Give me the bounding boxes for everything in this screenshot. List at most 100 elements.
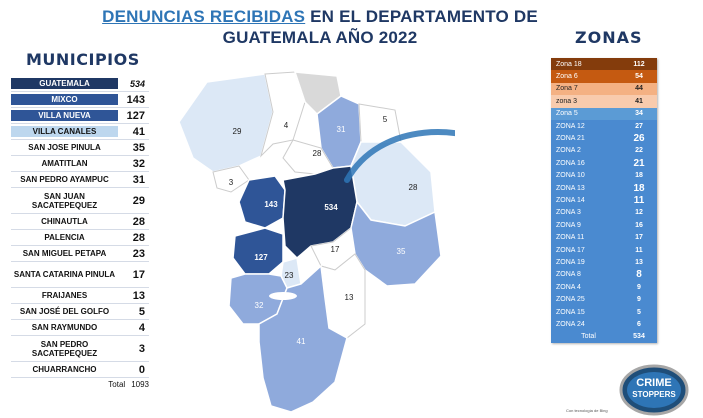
- zona-row: Zona 18 112: [551, 58, 657, 71]
- municipio-row: SAN PEDRO SACATEPEQUEZ 3: [11, 336, 149, 362]
- municipio-name: SANTA CATARINA PINULA: [13, 270, 116, 279]
- zona-value: 34: [635, 110, 643, 118]
- municipio-name: VILLA NUEVA: [11, 110, 118, 121]
- zona-value: 54: [635, 73, 643, 81]
- municipio-name: FRAIJANES: [41, 291, 88, 300]
- municipio-row: SAN JOSE PINULA 35: [11, 140, 149, 156]
- municipio-value: 143: [126, 93, 145, 106]
- municipio-name: CHUARRANCHO: [32, 365, 97, 374]
- zona-row: ZONA 15 5: [551, 305, 657, 319]
- municipio-name: SAN JOSÉ DEL GOLFO: [19, 307, 110, 316]
- map-label-san-raymundo: 4: [284, 121, 289, 130]
- zona-name: ZONA 16: [556, 159, 585, 167]
- zona-name: Zona 6: [556, 73, 578, 81]
- municipio-name: GUATEMALA: [11, 78, 118, 89]
- map-label-guatemala: 534: [324, 203, 338, 212]
- municipio-row: MIXCO 143: [11, 92, 149, 108]
- zona-row: ZONA 25 9: [551, 293, 657, 306]
- region-villa-canales: [258, 264, 348, 413]
- lake-amatitlan: [269, 292, 297, 300]
- zona-name: ZONA 13: [556, 184, 585, 192]
- total-value: 1093: [131, 380, 149, 389]
- municipios-header: MUNICIPIOS: [26, 50, 140, 69]
- zona-value: 13: [635, 258, 643, 266]
- zona-row: ZONA 3 12: [551, 206, 657, 220]
- zona-value: 12: [635, 209, 643, 217]
- zona-row: zona 3 41: [551, 95, 657, 108]
- zona-row: ZONA 17 11: [551, 243, 657, 257]
- zona-value: 22: [635, 147, 643, 155]
- zona-row: Zona 7 44: [551, 82, 657, 96]
- zona-value: 16: [635, 221, 643, 229]
- zona-row: ZONA 11 17: [551, 231, 657, 244]
- zonas-header: ZONAS: [575, 28, 643, 47]
- badge-line1: CRIME: [636, 377, 671, 389]
- zona-value: 6: [637, 320, 641, 328]
- map-label-villa-canales: 41: [297, 337, 306, 346]
- pointer-arrow: [344, 129, 455, 183]
- municipio-value: 17: [132, 268, 145, 281]
- municipio-name: VILLA CANALES: [11, 126, 118, 137]
- page-title: DENUNCIAS RECIBIDAS EN EL DEPARTAMENTO D…: [60, 6, 580, 48]
- zona-row: ZONA 24 6: [551, 318, 657, 331]
- municipio-name: MIXCO: [11, 94, 118, 105]
- region-villa-nueva: [232, 227, 284, 275]
- zona-row: Zona 6 54: [551, 70, 657, 83]
- municipio-row: GUATEMALA 534: [11, 76, 149, 92]
- municipio-name: SAN RAYMUNDO: [31, 323, 98, 332]
- zonas-table: Zona 18 112 Zona 6 54 Zona 7 44 zona 3 41 Zona 5…: [551, 58, 657, 343]
- zona-value: 17: [635, 234, 643, 242]
- zona-row: ZONA 16 21: [551, 157, 657, 170]
- municipio-value: 5: [138, 305, 145, 318]
- municipio-row: SAN JUAN SACATEPEQUEZ 29: [11, 188, 149, 214]
- municipio-value: 127: [126, 109, 145, 122]
- municipio-row: PALENCIA 28: [11, 230, 149, 246]
- municipio-row: SAN RAYMUNDO 4: [11, 320, 149, 336]
- zona-row: Total 534: [551, 330, 657, 343]
- map-label-san-jose-pinula: 35: [397, 247, 406, 256]
- zona-row: ZONA 14 11: [551, 194, 657, 207]
- zona-value: 11: [635, 246, 643, 254]
- zona-name: ZONA 3: [556, 209, 581, 217]
- municipio-value: 13: [132, 289, 145, 302]
- municipio-name: AMATITLAN: [41, 159, 88, 168]
- zona-name: ZONA 21: [556, 135, 585, 143]
- municipio-value: 28: [132, 231, 145, 244]
- map-label-fraijanes: 13: [345, 293, 354, 302]
- municipio-row: SAN JOSÉ DEL GOLFO 5: [11, 304, 149, 320]
- region-san-pedro-sac: [212, 165, 250, 193]
- zona-row: ZONA 12 27: [551, 119, 657, 133]
- zona-value: 9: [637, 283, 641, 291]
- municipio-row: AMATITLAN 32: [11, 156, 149, 172]
- municipio-name: SAN MIGUEL PETAPA: [22, 249, 107, 258]
- map-label-amatitlan: 32: [255, 301, 264, 310]
- municipio-name: SAN JUAN SACATEPEQUEZ: [31, 191, 98, 210]
- zona-name: ZONA 12: [556, 122, 585, 130]
- municipio-value: 3: [138, 342, 145, 355]
- municipios-total: Total 1093: [11, 380, 149, 389]
- zona-value: 18: [633, 182, 645, 194]
- municipio-row: SAN MIGUEL PETAPA 23: [11, 246, 149, 262]
- zona-name: ZONA 10: [556, 172, 585, 180]
- zona-value: 44: [635, 85, 643, 93]
- zona-name: ZONA 24: [556, 320, 585, 328]
- title-line2: GUATEMALA AÑO 2022: [222, 28, 418, 47]
- municipio-value: 31: [132, 173, 145, 186]
- zona-name: ZONA 4: [556, 283, 581, 291]
- zona-name: zona 3: [556, 97, 578, 105]
- zona-name: Zona 18: [556, 60, 582, 68]
- municipio-name: SAN PEDRO SACATEPEQUEZ: [31, 339, 98, 358]
- department-map: 29 4 31 5 28 28 3 143 534 17 35 127 23 1…: [178, 71, 455, 413]
- map-label-san-jose-golfo: 5: [383, 115, 388, 124]
- municipio-row: CHUARRANCHO 0: [11, 362, 149, 378]
- region-san-juan: [178, 73, 274, 173]
- municipios-table: GUATEMALA 534 MIXCO 143 VILLA NUEVA 127 VILLA …: [11, 76, 149, 389]
- zona-value: 5: [637, 308, 641, 316]
- map-label-san-pedro-sac: 3: [229, 178, 234, 187]
- map-label-mixco: 143: [264, 200, 278, 209]
- zona-name: ZONA 25: [556, 296, 585, 304]
- zona-name: ZONA 9: [556, 221, 581, 229]
- zona-name: ZONA 17: [556, 246, 585, 254]
- zona-name: ZONA 19: [556, 258, 585, 266]
- map-label-palencia: 28: [409, 183, 418, 192]
